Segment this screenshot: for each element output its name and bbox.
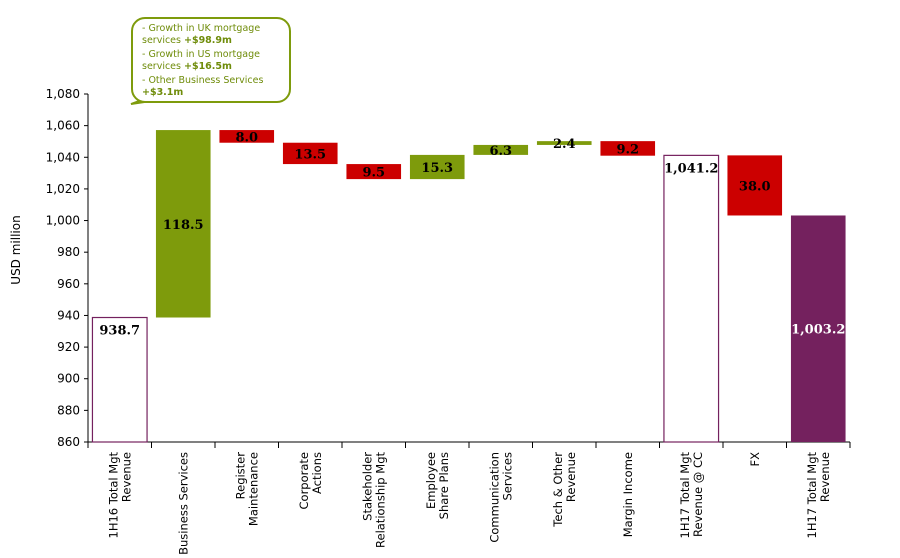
value-label: 1,041.2 [664, 161, 718, 176]
x-tick-label-line: Revenue [119, 452, 133, 502]
bar-fx [727, 155, 783, 216]
y-tick-label: 1,040 [46, 150, 80, 164]
bar-business-services [155, 130, 211, 318]
y-tick-label: 940 [57, 308, 80, 322]
value-label: 15.3 [421, 161, 453, 176]
y-tick-label: 960 [57, 277, 80, 291]
y-tick-label: 1,020 [46, 182, 80, 196]
x-tick-label-line: 1H17 Total Mgt [805, 452, 819, 539]
value-label: 38.0 [739, 179, 771, 194]
bar-stakeholder-relationship-mgt [346, 164, 402, 180]
value-label: 9.5 [362, 166, 385, 181]
y-tick-label: 880 [57, 403, 80, 417]
bar-1h17-total-mgt-revenue-cc [663, 154, 720, 443]
value-label: 6.3 [489, 144, 512, 159]
x-tick-label: 1H17 Total Mgt Revenue [805, 452, 832, 539]
y-tick-label: 980 [57, 245, 80, 259]
value-label: 8.0 [235, 130, 258, 145]
x-tick-label-line: 1H17 Total Mgt [678, 452, 692, 539]
x-tick-label: Stakeholder Relationship Mgt [360, 452, 387, 548]
x-tick-label-line: Communication [487, 452, 501, 543]
callout-line-uk: - Growth in UK mortgage services +$98.9m [142, 23, 261, 46]
x-tick-label-line: Corporate [297, 452, 311, 510]
x-tick-label-line: Services [500, 452, 514, 501]
y-tick-label: 1,080 [46, 87, 80, 101]
x-tick-label: Tech & Other Revenue [551, 452, 578, 528]
x-tick-label-line: Business Services [176, 452, 190, 555]
value-label: 9.2 [616, 142, 639, 157]
x-tick-label-line: Margin Income [621, 452, 635, 537]
bar-margin-income [600, 141, 656, 156]
x-tick-label-line: FX [748, 452, 762, 467]
x-tick-label-line: Stakeholder [360, 452, 374, 521]
x-tick-label-line: Actions [310, 452, 324, 494]
y-tick-label: 860 [57, 435, 80, 449]
x-tick-label-line: Maintenance [246, 452, 260, 526]
callout-line-other: - Other Business Services +$3.1m [142, 75, 264, 98]
bar-communication-services [473, 144, 529, 155]
bar-corporate-actions [282, 142, 338, 165]
bar-employee-share-plans [409, 154, 465, 180]
value-label: 1,003.2 [791, 323, 845, 338]
x-tick-label: FX [748, 452, 762, 467]
value-label: 2.4 [553, 137, 576, 152]
callout-line-us: - Growth in US mortgage services +$16.5m [142, 49, 260, 72]
x-tick-label-line: Share Plans [437, 452, 451, 519]
x-tick-label: Register Maintenance [233, 452, 260, 526]
x-tick-label-line: Revenue [818, 452, 832, 502]
x-tick-label-line: Relationship Mgt [373, 452, 387, 548]
x-tick-label-line: Employee [424, 452, 438, 509]
value-label: 118.5 [163, 218, 204, 233]
x-tick-label-line: 1H16 Total Mgt [106, 452, 120, 539]
y-tick-label: 1,060 [46, 119, 80, 133]
y-axis-title: USD million [9, 215, 23, 284]
x-tick-label-line: Register [233, 452, 247, 500]
x-tick-label: 1H16 Total Mgt Revenue [106, 452, 133, 539]
x-tick-label: 1H17 Total Mgt Revenue @ CC [678, 452, 705, 539]
x-tick-label-line: Tech & Other [551, 452, 565, 528]
x-tick-label: Margin Income [621, 452, 635, 537]
x-tick-label: Business Services [176, 452, 190, 555]
y-tick-label: 920 [57, 340, 80, 354]
business-services-callout: - Growth in UK mortgage services +$98.9m… [131, 17, 291, 103]
y-tick-label: 1,000 [46, 214, 80, 228]
value-label: 938.7 [99, 324, 140, 339]
x-tick-label: Communication Services [487, 452, 514, 543]
x-tick-label: Corporate Actions [297, 452, 324, 510]
x-tick-label-line: Revenue @ CC [691, 452, 705, 537]
bar-register-maintenance [219, 130, 275, 143]
x-tick-label: Employee Share Plans [424, 452, 451, 519]
value-label: 13.5 [294, 147, 326, 162]
bar-1h17-total-mgt-revenue [790, 215, 846, 442]
x-tick-label-line: Revenue [564, 452, 578, 502]
y-tick-label: 900 [57, 372, 80, 386]
bar-tech-other-revenue [536, 141, 592, 145]
bar-1h16-total-mgt-revenue [91, 316, 148, 443]
